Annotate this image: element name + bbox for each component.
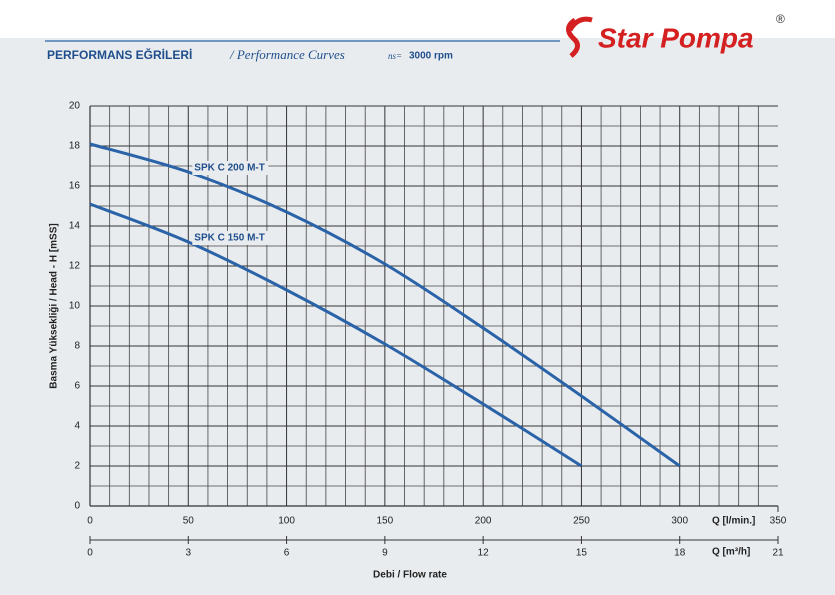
x-axis-label: Q [l/min.]: [712, 516, 755, 527]
speed: 3000 rpm: [409, 51, 453, 62]
curve-label-bg: [192, 161, 269, 175]
curve-label: SPK C 200 M-T: [194, 163, 265, 174]
x-tick-label: 350: [770, 516, 787, 527]
y-tick-label: 18: [69, 141, 81, 152]
x-axis-title: Debi / Flow rate: [373, 570, 447, 581]
y-tick-label: 12: [69, 261, 81, 272]
y-tick-label: 0: [74, 501, 80, 512]
curve-label: SPK C 150 M-T: [194, 233, 265, 244]
x-tick-label: 50: [183, 516, 195, 527]
chart-subtitle: / Performance Curves: [229, 47, 345, 62]
x2-tick-label: 12: [478, 548, 490, 559]
y-tick-label: 14: [69, 221, 81, 232]
y-tick-label: 16: [69, 181, 81, 192]
chart-title: PERFORMANS EĞRİLERİ: [47, 47, 192, 62]
y-tick-label: 8: [74, 341, 80, 352]
y-tick-label: 20: [69, 101, 81, 112]
curve: [89, 142, 681, 468]
x2-tick-label: 3: [186, 548, 192, 559]
x2-tick-label: 9: [382, 548, 388, 559]
x2-tick-label: 21: [772, 548, 784, 559]
x-tick-label: 150: [377, 516, 394, 527]
logo: Star Pompa ®: [566, 12, 785, 58]
x-tick-label: 200: [475, 516, 492, 527]
x-tick-label: 0: [87, 516, 93, 527]
logo-symbol: [566, 16, 593, 58]
y-tick-label: 10: [69, 301, 81, 312]
x-tick-label: 250: [573, 516, 590, 527]
y-tick-label: 2: [74, 461, 80, 472]
x2-tick-label: 18: [674, 548, 686, 559]
logo-mark: ®: [776, 12, 785, 26]
curve: [89, 202, 583, 468]
x2-tick-label: 15: [576, 548, 588, 559]
x-tick-label: 300: [671, 516, 688, 527]
curve-label-bg: [192, 231, 269, 245]
y-tick-label: 4: [74, 421, 80, 432]
x2-axis-label: Q [m³/h]: [712, 547, 750, 558]
header-band: [0, 0, 835, 38]
y-axis-label: Basma Yüksekliği / Head - H [mSS]: [49, 223, 60, 388]
x2-tick-label: 0: [87, 548, 93, 559]
y-tick-label: 6: [74, 381, 80, 392]
x-tick-label: 100: [278, 516, 295, 527]
logo-text: Star Pompa: [598, 22, 754, 53]
x2-tick-label: 6: [284, 548, 290, 559]
speed-label: ns=: [388, 51, 402, 61]
